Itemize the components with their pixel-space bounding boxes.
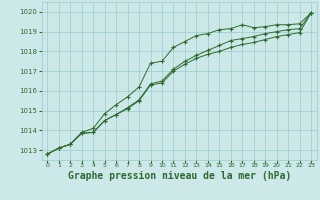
X-axis label: Graphe pression niveau de la mer (hPa): Graphe pression niveau de la mer (hPa) [68,171,291,181]
